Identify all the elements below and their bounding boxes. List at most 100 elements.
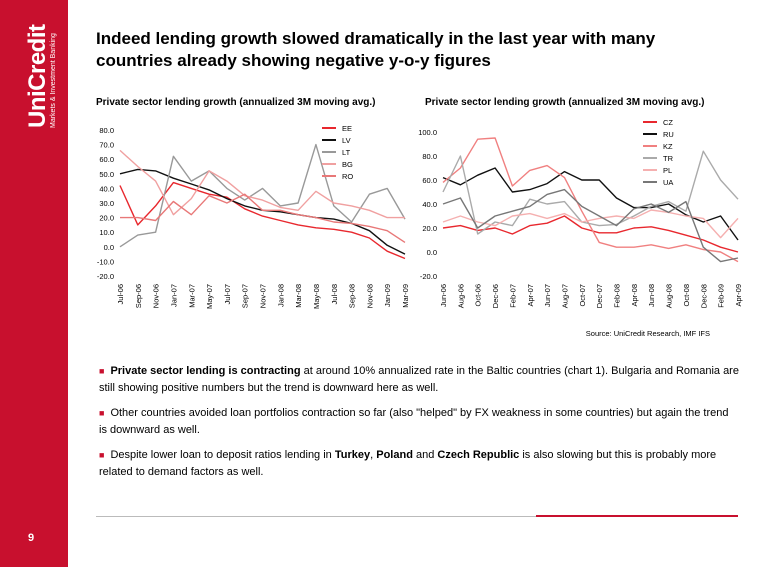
- bullet-text: is also slowing but this is probably mor…: [99, 449, 717, 478]
- x-tick-label: Oct-06: [474, 284, 483, 307]
- legend-label: PL: [663, 166, 672, 175]
- bullet-text: Despite lower loan to deposit ratios len…: [110, 449, 335, 461]
- x-tick-label: Aug-06: [456, 284, 465, 308]
- y-tick-label: 50.0: [99, 170, 114, 179]
- x-tick-label: Aug-08: [665, 284, 674, 308]
- series-line-lv: [119, 168, 406, 255]
- x-tick-label: Dec-08: [699, 284, 708, 308]
- bullet-text: ,: [370, 449, 377, 461]
- series-line-lt: [119, 143, 406, 248]
- x-tick-label: Jun-06: [439, 284, 448, 307]
- x-tick-label: Jul-06: [116, 284, 125, 304]
- x-tick-label: Mar-08: [294, 284, 303, 308]
- x-tick-label: Jun-07: [543, 284, 552, 307]
- x-tick-label: Nov-08: [365, 284, 374, 308]
- series-line-kz: [442, 137, 739, 263]
- y-tick-label: 40.0: [99, 184, 114, 193]
- bullet-item: ■ Other countries avoided loan portfolios…: [99, 405, 739, 439]
- x-tick-label: Aug-07: [560, 284, 569, 308]
- y-tick-label: 80.0: [422, 152, 437, 161]
- series-line-bg: [119, 149, 405, 219]
- x-tick-label: Feb-07: [508, 284, 517, 308]
- y-tick-label: 100.0: [418, 128, 437, 137]
- bullet-item: ■ Private sector lending is contracting a…: [99, 363, 739, 397]
- series-line-pl: [442, 209, 739, 239]
- series-line-ee: [119, 181, 406, 260]
- x-tick-label: Feb-08: [613, 284, 622, 308]
- source-note: Source: UniCredit Research, IMF IFS: [585, 329, 710, 338]
- x-tick-label: Jan-09: [383, 284, 392, 307]
- footer-accent-divider: [536, 515, 738, 517]
- x-tick-label: Jul-08: [330, 284, 339, 304]
- chart1-title: Private sector lending growth (annualize…: [96, 97, 376, 108]
- x-tick-label: Apr-07: [526, 284, 535, 307]
- x-tick-label: Feb-09: [717, 284, 726, 308]
- x-tick-label: Jan-07: [169, 284, 178, 307]
- x-tick-label: Oct-08: [682, 284, 691, 307]
- legend-label: KZ: [663, 142, 673, 151]
- x-tick-label: Sep-06: [134, 284, 143, 308]
- y-tick-label: 30.0: [99, 199, 114, 208]
- legend-label: LV: [342, 136, 351, 145]
- bullet-bold-text: Turkey: [334, 449, 371, 461]
- logo-tagline: Markets & Investment Banking: [50, 33, 57, 128]
- y-tick-label: 0.0: [427, 248, 437, 257]
- legend-label: RU: [663, 130, 674, 139]
- x-tick-label: Sep-08: [348, 284, 357, 308]
- bullet-bold-text: Czech Republic: [437, 449, 520, 461]
- y-tick-label: 70.0: [99, 141, 114, 150]
- x-tick-label: Apr-09: [734, 284, 743, 307]
- y-tick-label: 40.0: [422, 200, 437, 209]
- bullet-text: Other countries avoided loan portfolios …: [99, 407, 729, 436]
- legend-label: RO: [342, 172, 353, 181]
- footer-divider: [96, 516, 536, 517]
- x-tick-label: Sep-07: [241, 284, 250, 308]
- unicredit-logo: UniCredit Markets & Investment Banking: [10, 20, 58, 150]
- x-tick-label: Nov-07: [259, 284, 268, 308]
- x-tick-label: May-08: [312, 284, 321, 309]
- legend-label: UA: [663, 178, 673, 187]
- x-tick-label: Apr-08: [630, 284, 639, 307]
- x-tick-label: Jan-08: [276, 284, 285, 307]
- series-line-cz: [442, 215, 739, 253]
- logo-wordmark: UniCredit: [24, 24, 51, 129]
- y-tick-label: -20.0: [97, 272, 114, 281]
- y-tick-label: 20.0: [99, 214, 114, 223]
- legend-label: EE: [342, 124, 352, 133]
- legend-label: CZ: [663, 118, 673, 127]
- y-tick-label: -10.0: [97, 257, 114, 266]
- series-line-ua: [442, 188, 739, 263]
- series-line-tr: [442, 150, 739, 235]
- bullet-item: ■ Despite lower loan to deposit ratios le…: [99, 447, 739, 481]
- page-number: 9: [28, 532, 35, 544]
- bullet-text: and: [412, 449, 438, 461]
- x-tick-label: Mar-09: [401, 284, 410, 308]
- chart-baltic-lending: 80.0 70.0 60.0 50.0 40.0 30.0 20.0 10.0 0.0 -10.0…: [97, 124, 410, 309]
- x-tick-label: Mar-07: [187, 284, 196, 308]
- y-tick-label: 60.0: [422, 176, 437, 185]
- x-tick-label: Dec-07: [595, 284, 604, 308]
- chart2-title: Private sector lending growth (annualize…: [425, 97, 705, 108]
- legend-label: LT: [342, 148, 351, 157]
- bullet-bold-text: Private sector lending is contracting: [110, 365, 301, 377]
- series-line-ro: [120, 193, 406, 243]
- y-tick-label: 10.0: [99, 228, 114, 237]
- square-bullet-icon: ■: [99, 366, 105, 376]
- square-bullet-icon: ■: [99, 450, 105, 460]
- bullet-bold-text: Poland: [376, 449, 413, 461]
- y-tick-label: 80.0: [99, 126, 114, 135]
- y-tick-label: 60.0: [99, 155, 114, 164]
- x-tick-label: Jul-07: [223, 284, 232, 304]
- y-tick-label: 20.0: [422, 224, 437, 233]
- x-tick-label: Oct-07: [578, 284, 587, 307]
- x-tick-label: May-07: [205, 284, 214, 309]
- x-tick-label: Dec-06: [491, 284, 500, 308]
- x-tick-label: Nov-06: [152, 284, 161, 308]
- page-title: Indeed lending growth slowed dramaticall…: [96, 29, 656, 70]
- brand-sidebar: UniCredit Markets & Investment Banking 9: [0, 0, 68, 567]
- bullet-text: at around 10% annualized rate in the Bal…: [99, 365, 739, 394]
- square-bullet-icon: ■: [99, 408, 105, 418]
- x-tick-label: Jun-08: [647, 284, 656, 307]
- legend-label: TR: [663, 154, 674, 163]
